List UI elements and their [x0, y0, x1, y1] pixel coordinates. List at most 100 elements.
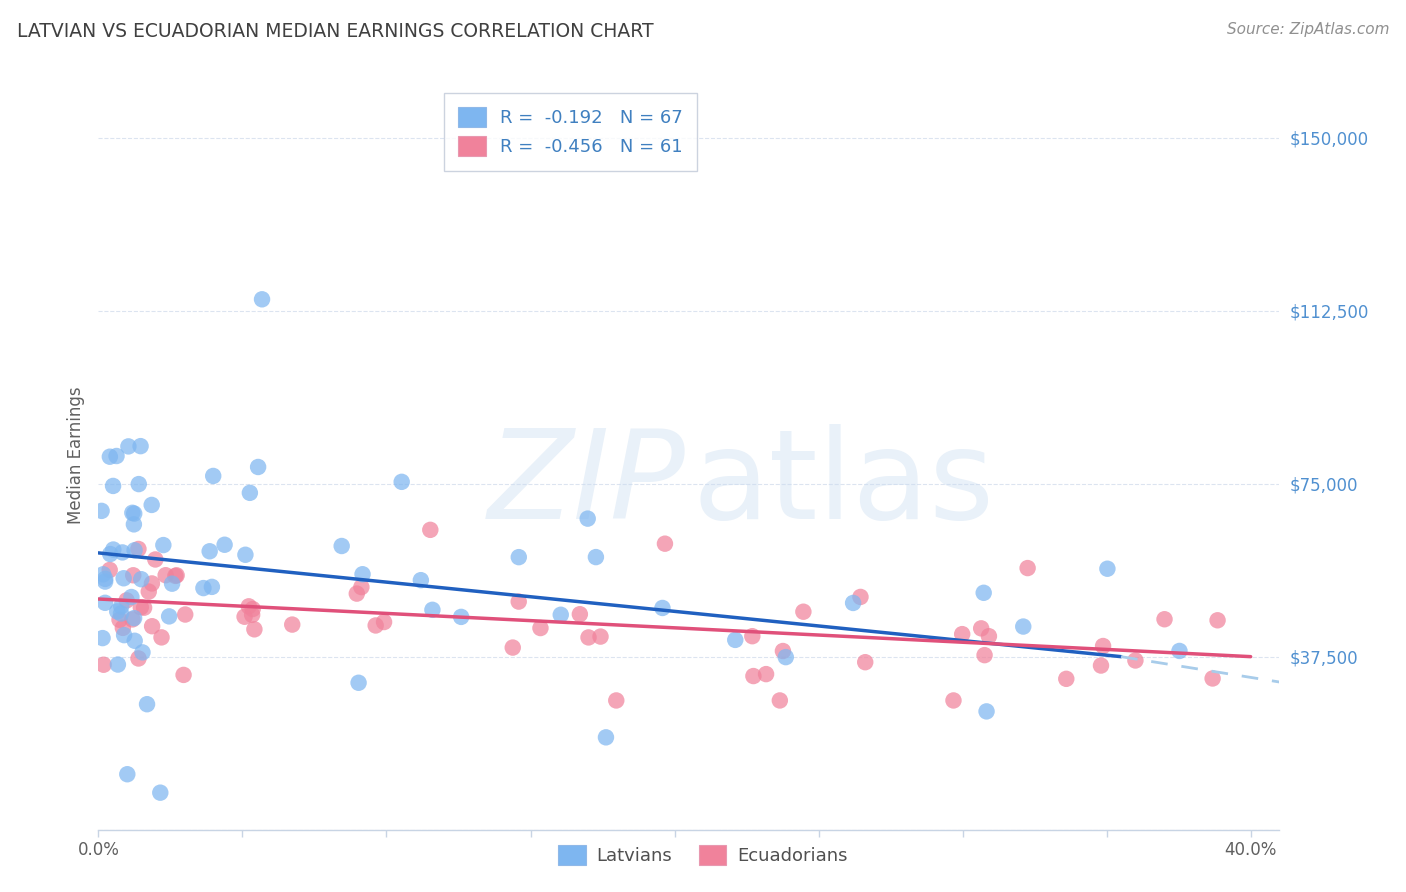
Point [595, 731, 617, 745]
Point [122, 517, 145, 532]
Point [90, 504, 112, 518]
Point [103, 542, 125, 557]
Point [1090, 658, 1112, 673]
Text: LATVIAN VS ECUADORIAN MEDIAN EARNINGS CORRELATION CHART: LATVIAN VS ECUADORIAN MEDIAN EARNINGS CO… [17, 22, 654, 41]
Point [422, 603, 444, 617]
Point [91, 631, 114, 645]
Point [742, 669, 765, 683]
Text: ZIP: ZIP [488, 425, 685, 545]
Point [849, 590, 872, 604]
Point [124, 633, 146, 648]
Point [127, 651, 149, 665]
Point [173, 668, 195, 682]
Point [124, 543, 146, 558]
Point [94, 574, 117, 589]
Point [131, 645, 153, 659]
Point [235, 548, 257, 562]
Point [129, 600, 152, 615]
Point [136, 697, 159, 711]
Point [1125, 653, 1147, 667]
Point [508, 594, 530, 608]
Point [115, 593, 138, 607]
Point [281, 617, 304, 632]
Point [585, 550, 607, 565]
Point [122, 611, 145, 625]
Point [346, 586, 368, 600]
Point [508, 550, 530, 565]
Point [1206, 613, 1229, 627]
Point [1168, 644, 1191, 658]
Text: Source: ZipAtlas.com: Source: ZipAtlas.com [1226, 22, 1389, 37]
Point [149, 786, 172, 800]
Point [193, 581, 215, 595]
Point [529, 621, 551, 635]
Point [973, 648, 995, 662]
Point [755, 667, 778, 681]
Point [202, 469, 225, 483]
Point [950, 627, 973, 641]
Point [121, 612, 143, 626]
Point [364, 618, 387, 632]
Point [98, 450, 121, 464]
Point [111, 621, 134, 635]
Point [122, 568, 145, 582]
Point [243, 623, 266, 637]
Point [775, 650, 797, 665]
Point [605, 693, 627, 707]
Point [129, 572, 152, 586]
Point [107, 657, 129, 672]
Point [724, 632, 747, 647]
Point [174, 607, 197, 622]
Point [105, 604, 128, 618]
Point [120, 590, 142, 604]
Point [94, 596, 117, 610]
Point [141, 619, 163, 633]
Point [238, 599, 260, 614]
Point [578, 631, 600, 645]
Point [141, 576, 163, 591]
Point [128, 477, 150, 491]
Point [347, 675, 370, 690]
Point [138, 584, 160, 599]
Point [105, 449, 128, 463]
Point [1153, 612, 1175, 626]
Legend: Latvians, Ecuadorians: Latvians, Ecuadorians [550, 836, 856, 874]
Point [1201, 672, 1223, 686]
Point [242, 602, 264, 616]
Point [233, 609, 256, 624]
Point [121, 506, 143, 520]
Point [150, 631, 173, 645]
Point [651, 601, 673, 615]
Point [122, 507, 145, 521]
Point [741, 629, 763, 643]
Point [152, 538, 174, 552]
Point [419, 523, 441, 537]
Point [247, 460, 270, 475]
Point [132, 600, 155, 615]
Point [117, 439, 139, 453]
Point [576, 511, 599, 525]
Text: atlas: atlas [693, 425, 994, 545]
Point [127, 541, 149, 556]
Point [250, 293, 273, 307]
Point [842, 596, 865, 610]
Point [654, 537, 676, 551]
Point [155, 568, 177, 582]
Point [110, 607, 132, 621]
Point [772, 644, 794, 658]
Point [853, 655, 876, 669]
Point [942, 693, 965, 707]
Point [568, 607, 591, 622]
Point [1054, 672, 1077, 686]
Point [409, 573, 432, 587]
Point [352, 567, 374, 582]
Point [110, 599, 132, 614]
Point [117, 767, 139, 781]
Point [240, 607, 263, 622]
Point [970, 621, 993, 635]
Point [141, 498, 163, 512]
Point [1017, 561, 1039, 575]
Point [977, 629, 1000, 643]
Point [160, 576, 183, 591]
Point [1012, 619, 1035, 633]
